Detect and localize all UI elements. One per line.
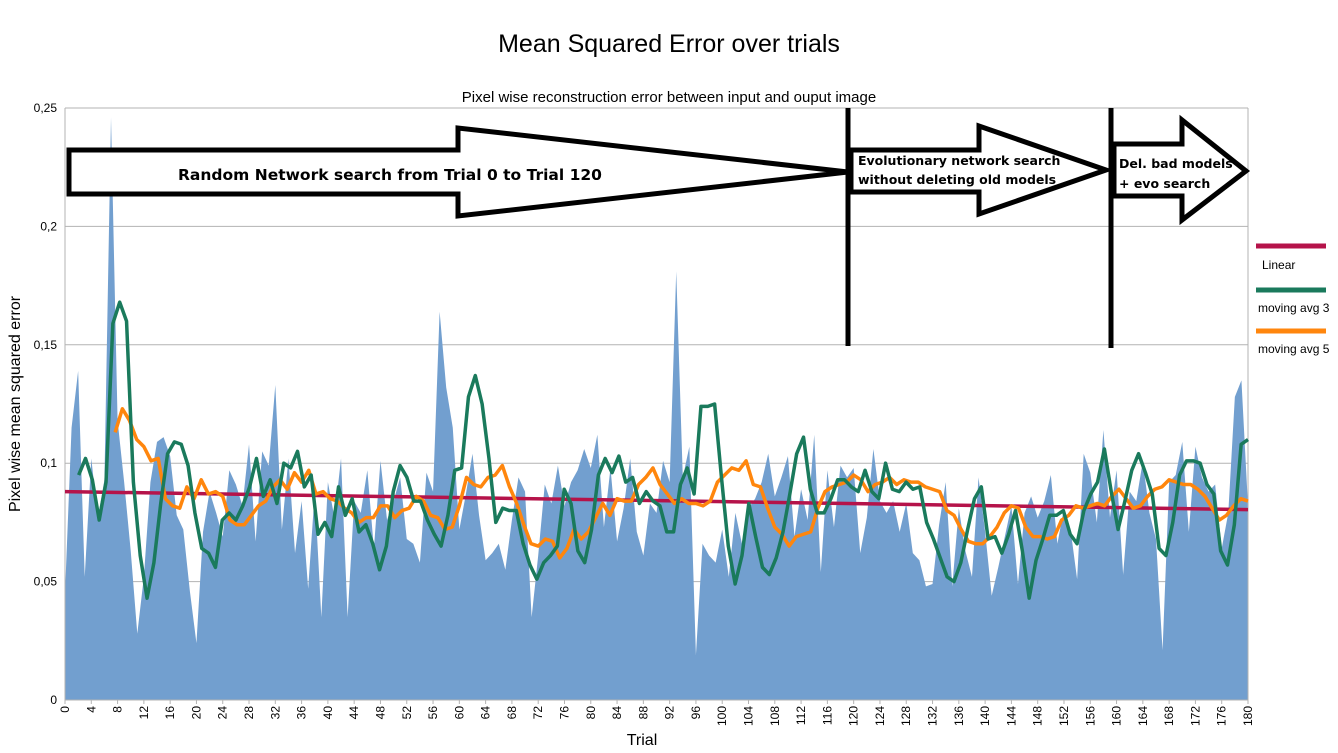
x-tick-label: 128 (899, 706, 913, 726)
x-tick-label: 112 (794, 706, 808, 725)
y-tick-label: 0,2 (40, 219, 57, 233)
y-axis-label: Pixel wise mean squared error (7, 295, 24, 512)
x-tick-label: 148 (1031, 706, 1045, 726)
x-tick-label: 64 (479, 706, 493, 720)
series-area (65, 117, 1248, 701)
series-ma3-line (77, 300, 1249, 600)
annotation-evo-line1: Evolutionary network search (858, 153, 1060, 168)
x-tick-label: 160 (1110, 706, 1124, 726)
y-tick-label: 0,05 (34, 575, 58, 589)
annotation-arrow-random (66, 125, 849, 219)
x-axis-label: Trial (627, 732, 658, 749)
x-tick-label: 180 (1241, 706, 1255, 726)
x-tick-label: 116 (820, 706, 834, 725)
x-tick-label: 88 (636, 706, 650, 720)
x-tick-label: 68 (505, 706, 519, 720)
x-tick-label: 56 (426, 706, 440, 720)
y-axis-ticks: 0 0,05 0,1 0,15 0,2 0,25 (34, 101, 58, 707)
y-tick-label: 0,15 (34, 338, 58, 352)
x-tick-label: 164 (1136, 706, 1150, 726)
x-tick-label: 168 (1162, 706, 1176, 726)
x-tick-label: 92 (663, 706, 677, 720)
x-tick-label: 8 (111, 706, 125, 713)
x-tick-label: 120 (847, 706, 861, 726)
x-tick-label: 76 (557, 706, 571, 720)
x-tick-label: 16 (163, 706, 177, 720)
x-tick-label: 20 (189, 706, 203, 720)
x-tick-label: 124 (873, 706, 887, 726)
x-tick-label: 12 (137, 706, 151, 720)
y-tick-label: 0,25 (34, 101, 58, 115)
x-tick-label: 28 (242, 706, 256, 720)
x-tick-label: 40 (321, 706, 335, 720)
chart-title: Mean Squared Error over trials (498, 30, 840, 58)
y-tick-label: 0,1 (40, 456, 57, 470)
x-tick-label: 132 (926, 706, 940, 726)
x-tick-label: 48 (373, 706, 387, 720)
x-tick-label: 72 (531, 706, 545, 720)
x-tick-label: 0 (58, 706, 72, 713)
annotation-arrow-delete (1111, 114, 1251, 226)
chart-subtitle: Pixel wise reconstruction error between … (462, 89, 876, 106)
x-tick-label: 176 (1215, 706, 1229, 726)
x-tick-label: 152 (1057, 706, 1071, 726)
x-tick-label: 44 (347, 706, 361, 720)
legend-label-linear: Linear (1262, 258, 1295, 272)
legend-label-ma3: moving avg 3 (1258, 301, 1330, 315)
x-tick-label: 140 (978, 706, 992, 726)
x-tick-label: 80 (584, 706, 598, 720)
x-tick-label: 36 (295, 706, 309, 720)
x-tick-label: 136 (952, 706, 966, 726)
annotation-random-text: Random Network search from Trial 0 to Tr… (178, 166, 602, 184)
x-tick-label: 108 (768, 706, 782, 726)
x-tick-label: 52 (400, 706, 414, 720)
x-tick-label: 172 (1188, 706, 1202, 726)
x-axis-ticks: 0 4 8 12 16 20 24 28 32 36 40 44 48 52 56 60 64 68 72 76 80 8… (58, 700, 1255, 726)
annotation-arrow-evolutionary (848, 122, 1114, 218)
y-tick-label: 0 (50, 693, 57, 707)
x-tick-label: 24 (216, 706, 230, 720)
annotation-del-line1: Del. bad models (1119, 156, 1233, 171)
x-tick-label: 4 (84, 706, 98, 713)
x-tick-label: 104 (742, 706, 756, 726)
legend: Linear moving avg 3 moving avg 5 (1256, 243, 1330, 356)
annotation-evo-line2: without deleting old models (858, 172, 1056, 187)
legend-label-ma5: moving avg 5 (1258, 342, 1330, 356)
x-tick-label: 60 (452, 706, 466, 720)
x-tick-label: 100 (715, 706, 729, 726)
x-tick-label: 32 (268, 706, 282, 720)
x-tick-label: 144 (1004, 706, 1018, 726)
x-tick-label: 96 (689, 706, 703, 720)
x-tick-label: 156 (1083, 706, 1097, 726)
x-tick-label: 84 (610, 706, 624, 720)
annotation-del-line2: + evo search (1119, 176, 1210, 191)
